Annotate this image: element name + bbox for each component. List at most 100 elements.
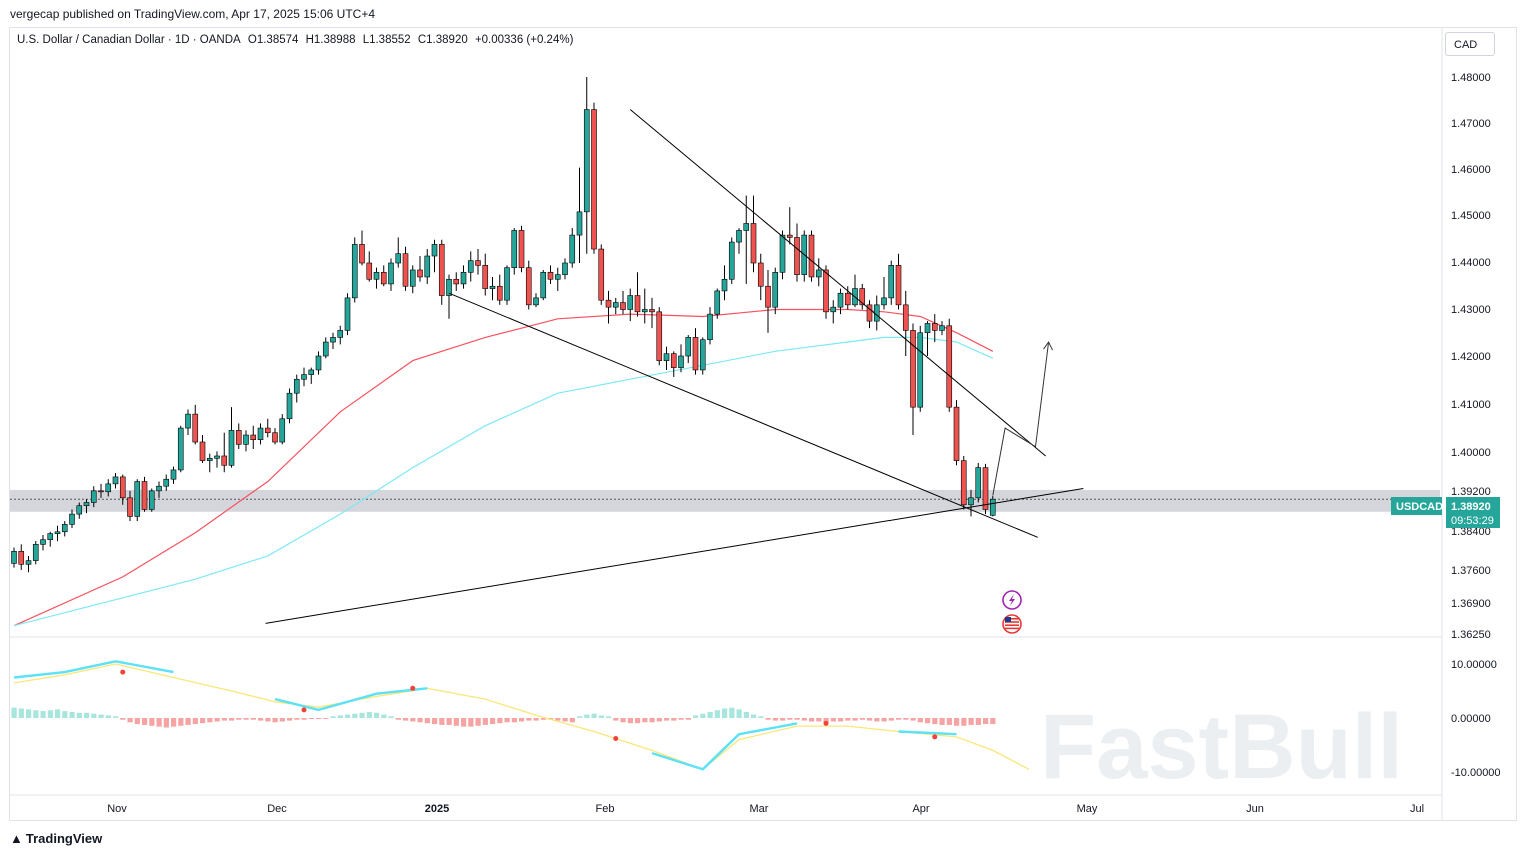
candle-body [228,430,235,466]
candle [402,246,409,291]
candle [134,479,141,522]
candle-body [569,234,576,264]
tradingview-logo[interactable]: ▲ TradingView [10,831,102,846]
osc-histogram-bar [388,716,394,718]
osc-histogram-bar [845,718,851,721]
osc-histogram-bar [142,718,148,725]
candle [707,307,713,345]
osc-histogram-bar [874,718,880,722]
us-flag-stripe [1005,627,1019,630]
candle [736,228,742,254]
price-tick-label: 1.47000 [1451,118,1491,130]
candle-body [308,369,315,375]
osc-histogram-bar [69,711,75,718]
candle [989,496,996,517]
time-tick-label: Apr [912,803,929,815]
osc-main-line-segment [898,730,957,736]
watermark-text: FastBull [1040,696,1403,798]
candle [873,295,880,331]
legend-high: H1.38988 [305,34,356,46]
candle [953,400,960,466]
candle-body [823,269,829,313]
candle [424,249,431,284]
candle-body [337,330,344,338]
trendline-upper_channel_low [448,292,1038,538]
candle [373,267,380,289]
osc-histogram-bar [903,718,909,720]
candle [185,409,191,436]
candle [105,479,112,497]
candle [40,535,46,551]
candle-body [221,455,228,466]
osc-histogram-bar [76,712,82,718]
candle-body [98,490,104,493]
osc-histogram-bar [120,718,126,720]
osc-histogram-bar [127,718,133,723]
candle-body [47,533,54,540]
candle [540,269,547,301]
time-tick-label: 2025 [425,803,449,815]
osc-histogram-bar [606,716,612,718]
candle [417,256,423,282]
us-flag-stripe [1005,624,1019,626]
candle [446,274,452,319]
candle [525,260,532,310]
candle-body [286,392,293,420]
candle [76,502,83,519]
osc-histogram-bar [780,718,786,721]
osc-tick-label: -10.00000 [1451,767,1501,779]
osc-histogram-bar [714,710,720,718]
osc-histogram-bar [105,715,111,718]
candle-body [859,288,866,306]
candle-body [25,560,32,565]
osc-histogram-bar [504,718,510,723]
candle [214,451,220,468]
candle [699,337,706,375]
candle [380,265,387,287]
osc-histogram-bar [562,718,568,722]
candle [467,251,474,282]
candle-body [460,271,467,285]
osc-histogram-bar [461,718,467,727]
candle-body [786,234,793,238]
legend-close: C1.38920 [417,34,468,46]
candle-body [366,262,373,280]
candle-body [438,244,445,296]
osc-histogram-bar [236,718,242,720]
candle-body [264,427,271,434]
osc-histogram-bar [323,718,329,719]
candle [496,274,503,305]
osc-histogram-bar [163,718,169,728]
osc-histogram-bar [613,718,619,721]
osc-histogram-bar [656,718,662,722]
candle-body [656,311,663,361]
osc-histogram-bar [185,718,191,725]
currency-button[interactable]: CAD [1445,32,1495,56]
osc-histogram-bar [352,713,358,718]
candle [286,388,293,424]
candle-body [917,332,924,408]
candle-body [685,337,692,357]
candle-body [699,339,706,371]
osc-histogram-bar [816,718,822,722]
osc-histogram-bar [678,718,684,720]
candle [888,260,895,305]
candle [235,423,242,449]
price-tick-label: 1.45000 [1451,210,1491,222]
osc-histogram-bar [265,718,271,722]
candle-body [380,271,387,285]
candle-body [40,539,46,545]
candle-body [946,325,953,408]
candle-body [177,427,184,471]
candle [815,258,822,287]
candle-body [351,244,358,299]
candle [641,288,648,324]
osc-histogram-bar [84,712,90,718]
candle-body [866,304,873,322]
osc-histogram-bar [410,718,416,722]
candle [192,404,199,445]
price-tick-label: 1.42000 [1451,351,1491,363]
candle [605,290,612,324]
candle [54,525,61,542]
